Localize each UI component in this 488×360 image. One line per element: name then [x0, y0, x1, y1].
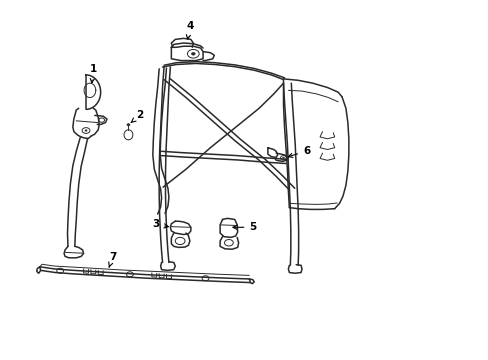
Text: 4: 4 [186, 21, 193, 39]
Text: 5: 5 [232, 222, 256, 232]
Text: 3: 3 [152, 219, 168, 229]
Text: 6: 6 [288, 146, 309, 157]
Text: 2: 2 [131, 110, 143, 122]
Circle shape [127, 124, 130, 126]
Text: 1: 1 [89, 64, 97, 83]
Circle shape [85, 130, 87, 131]
Circle shape [191, 52, 195, 55]
Text: 7: 7 [108, 252, 116, 267]
Circle shape [282, 157, 284, 158]
